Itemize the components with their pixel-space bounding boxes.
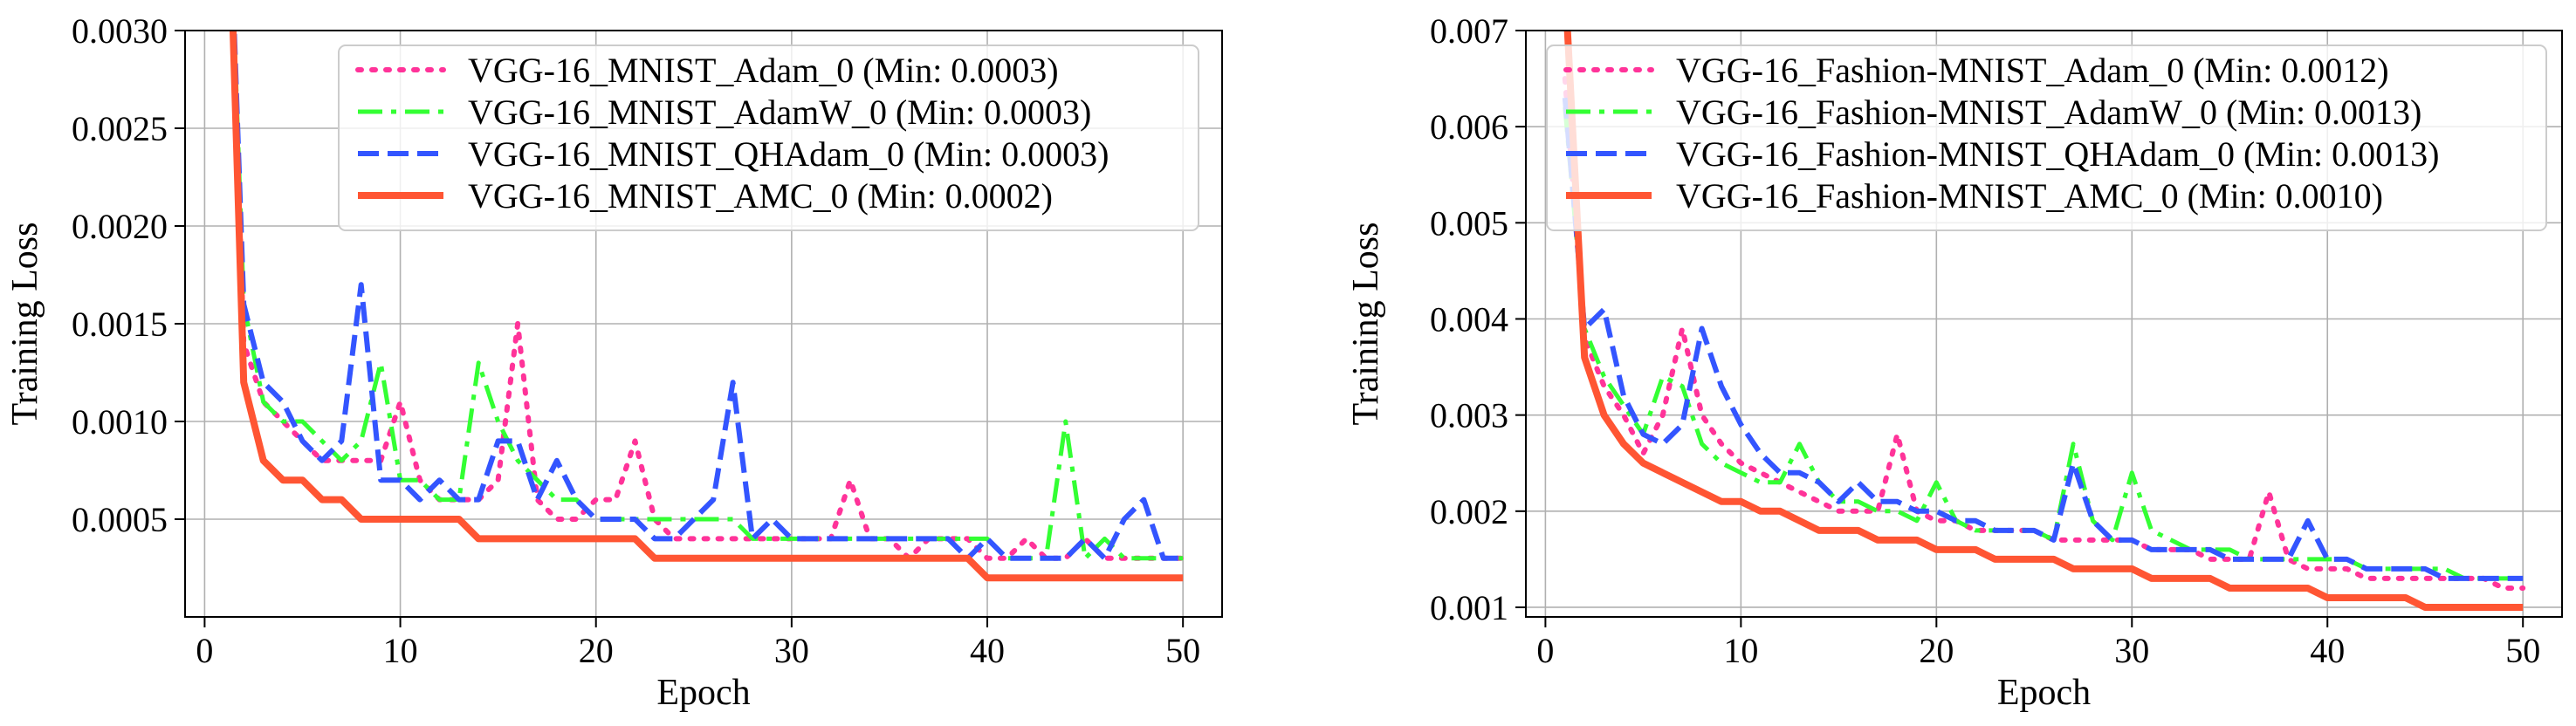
y-tick-label: 0.001 [1430, 588, 1508, 627]
legend-label: VGG-16_Fashion-MNIST_AdamW_0 (Min: 0.001… [1676, 92, 2421, 132]
series-line [1562, 97, 2524, 581]
chart-1: 0 10 20 30 40 50 0.0005 0.0010 0.0015 0.0020 0.002… [5, 11, 1223, 713]
x-tick-label: 40 [2310, 631, 2345, 670]
plot-frame [1525, 30, 2563, 618]
legend: VGG-16_Fashion-MNIST_Adam_0 (Min: 0.0012… [1546, 45, 2547, 231]
y-tick-label: 0.0020 [72, 207, 168, 246]
y-axis-label: Training Loss [1346, 223, 1386, 426]
x-tick-label: 50 [2505, 631, 2540, 670]
y-tick-label: 0.004 [1430, 299, 1508, 339]
x-tick-label: 20 [579, 631, 614, 670]
legend-label: VGG-16_MNIST_Adam_0 (Min: 0.0003) [468, 51, 1059, 90]
y-tick-label: 0.005 [1430, 203, 1508, 243]
legend-label: VGG-16_MNIST_QHAdam_0 (Min: 0.0003) [468, 134, 1109, 174]
x-tick-label: 30 [2114, 631, 2149, 670]
legend-label: VGG-16_MNIST_AMC_0 (Min: 0.0002) [468, 176, 1053, 216]
y-tick-label: 0.0010 [72, 402, 168, 442]
legend-box [338, 45, 1199, 231]
series-line [229, 31, 1184, 582]
legend-label: VGG-16_Fashion-MNIST_AMC_0 (Min: 0.0010) [1676, 176, 2383, 216]
series-line [1563, 31, 2524, 611]
x-axis-label: Epoch [656, 673, 750, 713]
x-tick-label: 40 [970, 631, 1005, 670]
legend: VGG-16_MNIST_Adam_0 (Min: 0.0003)VGG-16_… [338, 45, 1199, 231]
y-tick-label: 0.002 [1430, 492, 1508, 531]
legend-label: VGG-16_Fashion-MNIST_QHAdam_0 (Min: 0.00… [1676, 134, 2439, 174]
x-tick-label: 10 [383, 631, 418, 670]
x-tick-label: 30 [774, 631, 809, 670]
x-axis-label: Epoch [1997, 673, 2091, 713]
y-tick-label: 0.0005 [72, 500, 168, 539]
x-tick-label: 20 [1919, 631, 1954, 670]
legend-label: VGG-16_MNIST_AdamW_0 (Min: 0.0003) [468, 92, 1091, 132]
chart-2: 0 10 20 30 40 50 0.001 0.002 0.003 0.004 0.005 0.00… [1346, 11, 2563, 713]
series-line [230, 31, 1186, 561]
y-axis-label: Training Loss [5, 223, 45, 426]
y-tick-label: 0.0015 [72, 305, 168, 344]
legend-label: VGG-16_Fashion-MNIST_Adam_0 (Min: 0.0012… [1676, 51, 2389, 90]
legend-box [1546, 45, 2547, 231]
plot-frame [184, 30, 1223, 618]
y-tick-label: 0.006 [1430, 107, 1508, 147]
x-tick-label: 0 [196, 631, 213, 670]
y-tick-label: 0.007 [1430, 11, 1508, 51]
x-tick-label: 50 [1165, 631, 1200, 670]
y-tick-label: 0.003 [1430, 396, 1508, 435]
x-tick-label: 10 [1723, 631, 1758, 670]
y-tick-label: 0.0030 [72, 11, 168, 51]
series-group [1562, 31, 2526, 611]
y-tick-label: 0.0025 [72, 109, 168, 148]
x-tick-label: 0 [1536, 631, 1554, 670]
series-group [229, 31, 1186, 582]
series-line [231, 31, 1184, 561]
